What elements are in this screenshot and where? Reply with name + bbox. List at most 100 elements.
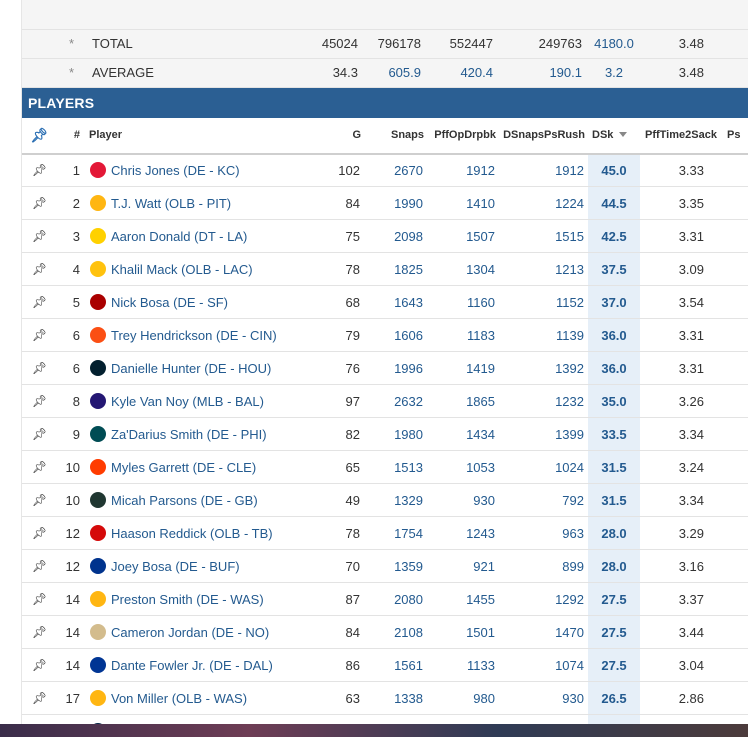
dsnaps-cell[interactable]: 1912: [499, 153, 588, 187]
player-name-link[interactable]: Dante Fowler Jr. (DE - DAL): [111, 658, 273, 673]
player-cell[interactable]: DeMarcus Lawrence (DE - SEA): [86, 714, 286, 724]
player-cell[interactable]: Cameron Jordan (DE - NO): [86, 615, 286, 649]
opdrpbk-cell[interactable]: 1419: [427, 351, 499, 385]
player-cell[interactable]: Chris Jones (DE - KC): [86, 153, 286, 187]
player-name-link[interactable]: Myles Garrett (DE - CLE): [111, 460, 257, 475]
pin-row-button[interactable]: 📌︎: [22, 450, 57, 484]
pin-icon[interactable]: 📌︎: [31, 295, 48, 309]
snaps-cell[interactable]: 1561: [364, 648, 427, 682]
player-cell[interactable]: Haason Reddick (OLB - TB): [86, 516, 286, 550]
player-cell[interactable]: Trey Hendrickson (DE - CIN): [86, 318, 286, 352]
dsk-cell[interactable]: 27.5: [588, 582, 640, 616]
pin-icon[interactable]: 📌︎: [31, 658, 48, 672]
opdrpbk-cell[interactable]: 1507: [427, 219, 499, 253]
pin-icon[interactable]: 📌︎: [31, 229, 48, 243]
pin-row-button[interactable]: 📌︎: [22, 351, 57, 385]
dsk-cell[interactable]: 26.5: [588, 714, 640, 724]
pin-row-button[interactable]: 📌︎: [22, 615, 57, 649]
player-cell[interactable]: Za'Darius Smith (DE - PHI): [86, 417, 286, 451]
dsk-cell[interactable]: 27.5: [588, 615, 640, 649]
snaps-cell[interactable]: 2108: [364, 615, 427, 649]
snaps-cell[interactable]: 2098: [364, 219, 427, 253]
opdrpbk-cell[interactable]: 1160: [427, 285, 499, 319]
snaps-cell[interactable]: 1990: [364, 186, 427, 220]
snaps-cell[interactable]: 1606: [364, 318, 427, 352]
dsk-cell[interactable]: 45.0: [588, 153, 640, 187]
player-cell[interactable]: Preston Smith (DE - WAS): [86, 582, 286, 616]
opdrpbk-cell[interactable]: 1243: [427, 516, 499, 550]
opdrpbk-cell[interactable]: 921: [427, 549, 499, 583]
opdrpbk-cell[interactable]: 1865: [427, 384, 499, 418]
dsnaps-cell[interactable]: 1232: [499, 384, 588, 418]
col-header-opdrpbk[interactable]: PffOpDrpbk: [427, 117, 499, 155]
col-header-dsk[interactable]: DSk: [588, 117, 640, 155]
player-name-link[interactable]: Von Miller (OLB - WAS): [111, 691, 248, 706]
player-name-link[interactable]: Haason Reddick (OLB - TB): [111, 526, 273, 541]
snaps-cell[interactable]: 1754: [364, 516, 427, 550]
player-name-link[interactable]: Trey Hendrickson (DE - CIN): [111, 328, 277, 343]
dsk-cell[interactable]: 33.5: [588, 417, 640, 451]
dsk-cell[interactable]: 27.5: [588, 648, 640, 682]
pin-icon[interactable]: 📌︎: [31, 394, 48, 408]
player-name-link[interactable]: Nick Bosa (DE - SF): [111, 295, 229, 310]
player-cell[interactable]: Myles Garrett (DE - CLE): [86, 450, 286, 484]
pin-row-button[interactable]: 📌︎: [22, 186, 57, 220]
pin-row-button[interactable]: 📌︎: [22, 681, 57, 715]
col-header-g[interactable]: G: [286, 117, 364, 155]
snaps-cell[interactable]: 1329: [364, 483, 427, 517]
pin-row-button[interactable]: 📌︎: [22, 219, 57, 253]
snaps-cell[interactable]: 1996: [364, 351, 427, 385]
pin-icon[interactable]: 📌︎: [31, 361, 48, 375]
opdrpbk-cell[interactable]: 1455: [427, 582, 499, 616]
player-cell[interactable]: Aaron Donald (DT - LA): [86, 219, 286, 253]
player-name-link[interactable]: Chris Jones (DE - KC): [111, 163, 240, 179]
player-cell[interactable]: Micah Parsons (DE - GB): [86, 483, 286, 517]
pin-row-button[interactable]: 📌︎: [22, 648, 57, 682]
player-cell[interactable]: Joey Bosa (DE - BUF): [86, 549, 286, 583]
dsk-cell[interactable]: 28.0: [588, 516, 640, 550]
player-cell[interactable]: Nick Bosa (DE - SF): [86, 285, 286, 319]
opdrpbk-cell[interactable]: 1501: [427, 615, 499, 649]
opdrpbk-cell[interactable]: 1434: [427, 417, 499, 451]
dsnaps-cell[interactable]: 899: [499, 549, 588, 583]
dsnaps-cell[interactable]: 1224: [499, 186, 588, 220]
pin-icon[interactable]: 📌︎: [31, 526, 48, 540]
dsnaps-cell[interactable]: 1168: [499, 714, 588, 724]
snaps-cell[interactable]: 1980: [364, 417, 427, 451]
pin-icon[interactable]: 📌︎: [30, 126, 49, 143]
snaps-cell[interactable]: 1825: [364, 252, 427, 286]
dsnaps-cell[interactable]: 1074: [499, 648, 588, 682]
pin-row-button[interactable]: 📌︎: [22, 153, 57, 187]
pin-icon[interactable]: 📌︎: [31, 328, 48, 342]
dsk-cell[interactable]: 42.5: [588, 219, 640, 253]
sort-desc-icon[interactable]: [619, 132, 628, 137]
snaps-cell[interactable]: 1649: [364, 714, 427, 724]
dsk-cell[interactable]: 31.5: [588, 450, 640, 484]
pin-row-button[interactable]: 📌︎: [22, 417, 57, 451]
dsnaps-cell[interactable]: 1399: [499, 417, 588, 451]
snaps-cell[interactable]: 1643: [364, 285, 427, 319]
pin-icon[interactable]: 📌︎: [31, 196, 48, 210]
player-cell[interactable]: T.J. Watt (OLB - PIT): [86, 186, 286, 220]
dsk-cell[interactable]: 35.0: [588, 384, 640, 418]
opdrpbk-cell[interactable]: 1912: [427, 153, 499, 187]
dsnaps-cell[interactable]: 963: [499, 516, 588, 550]
dsnaps-cell[interactable]: 1024: [499, 450, 588, 484]
player-cell[interactable]: Khalil Mack (OLB - LAC): [86, 252, 286, 286]
dsnaps-cell[interactable]: 1139: [499, 318, 588, 352]
snaps-cell[interactable]: 2080: [364, 582, 427, 616]
dsnaps-cell[interactable]: 1292: [499, 582, 588, 616]
player-name-link[interactable]: Za'Darius Smith (DE - PHI): [111, 427, 267, 442]
opdrpbk-cell[interactable]: 1194: [427, 714, 499, 724]
pin-icon[interactable]: 📌︎: [31, 262, 48, 276]
dsk-cell[interactable]: 31.5: [588, 483, 640, 517]
snaps-cell[interactable]: 1513: [364, 450, 427, 484]
snaps-cell[interactable]: 1338: [364, 681, 427, 715]
opdrpbk-cell[interactable]: 1053: [427, 450, 499, 484]
dsnaps-cell[interactable]: 1470: [499, 615, 588, 649]
player-name-link[interactable]: Preston Smith (DE - WAS): [111, 592, 264, 607]
opdrpbk-cell[interactable]: 1183: [427, 318, 499, 352]
dsnaps-cell[interactable]: 930: [499, 681, 588, 715]
pin-row-button[interactable]: 📌︎: [22, 714, 57, 724]
pin-row-button[interactable]: 📌︎: [22, 384, 57, 418]
